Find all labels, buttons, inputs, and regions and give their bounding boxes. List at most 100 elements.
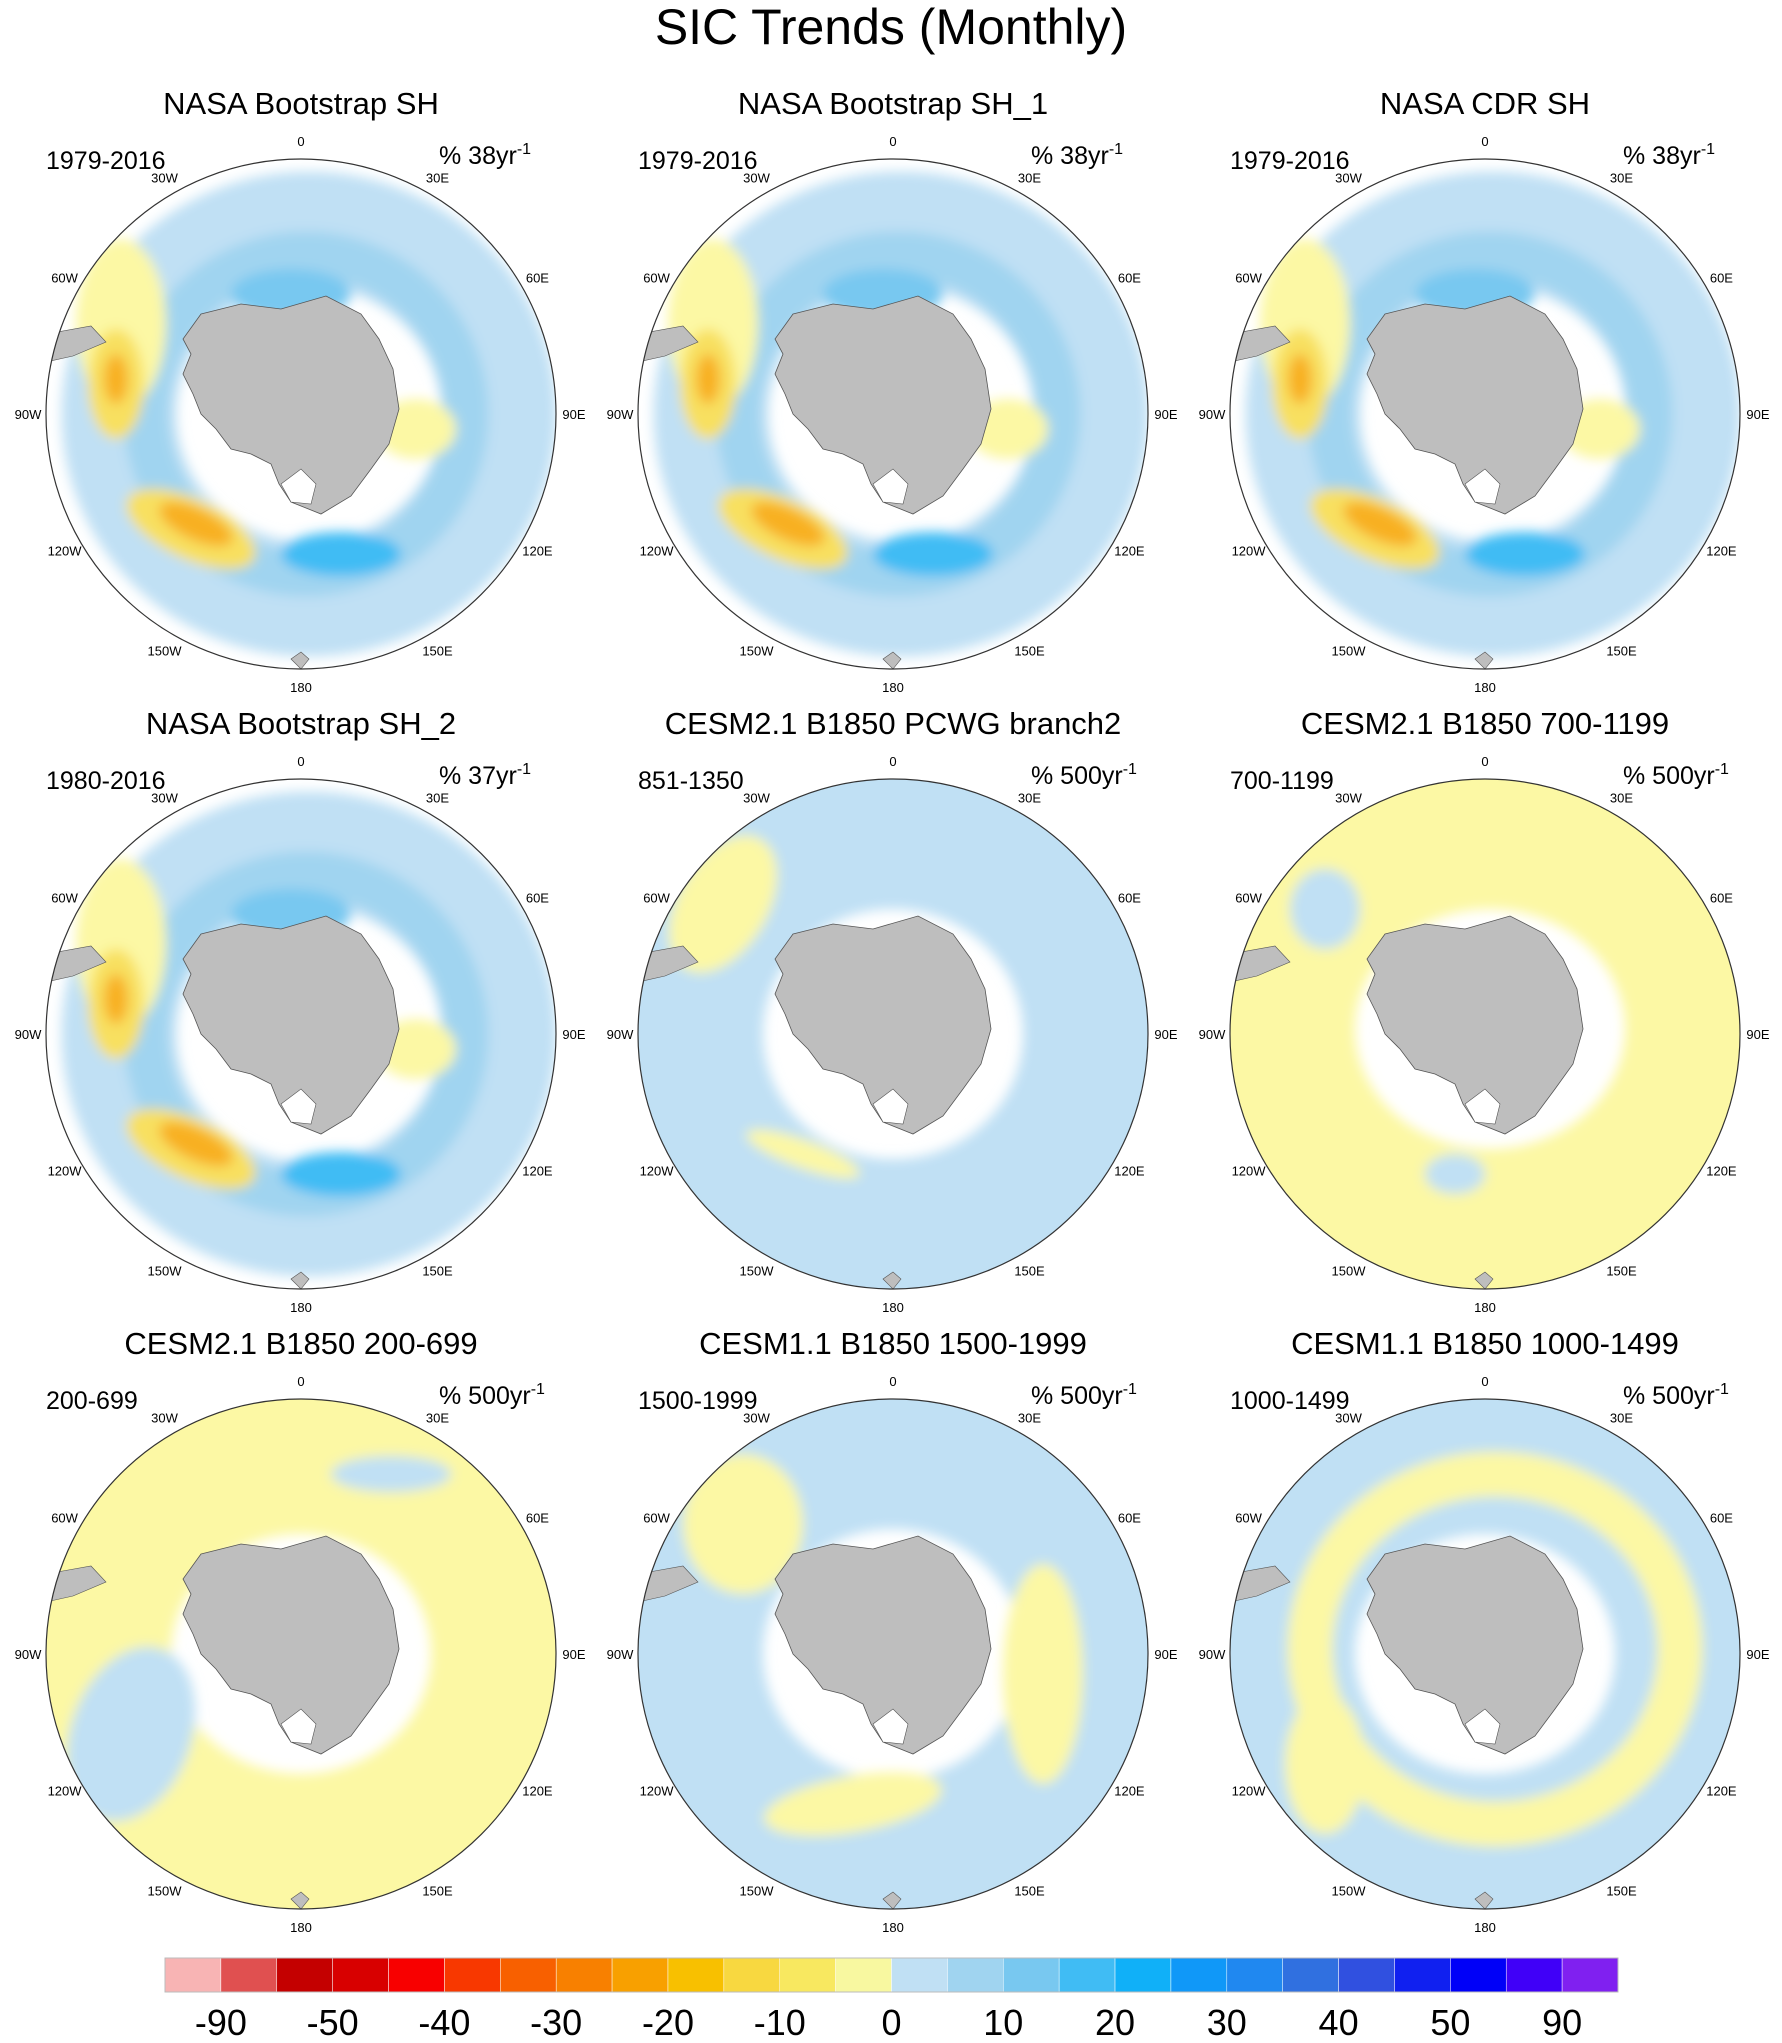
sic-trend-region: [159, 1121, 233, 1167]
sic-trend-region: [104, 974, 128, 1024]
longitude-label: 180: [1474, 680, 1496, 695]
panel-years: 1979-2016: [46, 147, 166, 175]
panel-units: % 38yr-1: [1623, 141, 1715, 170]
longitude-label: 90W: [15, 407, 42, 422]
longitude-label: 90W: [607, 1027, 634, 1042]
map-boundary: [1229, 778, 1741, 1290]
longitude-label: 90W: [607, 1647, 634, 1662]
colorbar-swatch: [164, 1957, 222, 1993]
longitude-label: 120E: [1706, 544, 1737, 559]
new-zealand-landmass: [882, 651, 902, 669]
colorbar-swatch: [611, 1957, 669, 1993]
panel-years: 1979-2016: [1230, 147, 1350, 175]
sic-trend-region: [123, 851, 489, 1217]
longitude-label: 150E: [422, 643, 453, 658]
panel-units: % 37yr-1: [439, 761, 531, 790]
antarctica-landmass: [1366, 1535, 1584, 1755]
sic-trend-region: [638, 1399, 1148, 1909]
south-america-landmass: [638, 325, 699, 363]
colorbar-swatch: [667, 1957, 725, 1993]
longitude-label: 30E: [1610, 791, 1633, 806]
panel-units: % 500yr-1: [1623, 1381, 1729, 1410]
longitude-label: 90W: [1199, 1027, 1226, 1042]
longitude-label: 60W: [51, 271, 78, 286]
longitude-label: 60E: [526, 271, 549, 286]
panel-years: 700-1199: [1230, 767, 1334, 795]
sic-trend-region: [159, 501, 233, 547]
sic-trend-region: [1288, 354, 1312, 404]
colorbar-swatch: [555, 1957, 613, 1993]
panel-units: % 500yr-1: [1031, 1381, 1137, 1410]
map-panel: NASA Bootstrap SH_2 1980-2016 % 37yr-1 0 30E…: [15, 706, 586, 1315]
longitude-label: 60W: [643, 271, 670, 286]
longitude-label: 90E: [1154, 1027, 1177, 1042]
antarctica-landmass: [774, 915, 992, 1135]
panel-title: CESM2.1 B1850 200-699: [124, 1326, 477, 1361]
longitude-label: 90E: [562, 1647, 585, 1662]
longitude-label: 60W: [1235, 271, 1262, 286]
sic-trend-region: [46, 1399, 556, 1909]
map-boundary: [45, 158, 557, 670]
colorbar-swatch: [1003, 1957, 1060, 1993]
colorbar-swatch: [388, 1957, 445, 1993]
longitude-label: 180: [290, 1300, 312, 1315]
colorbar-label: -30: [530, 2002, 582, 2043]
longitude-label: 30E: [426, 791, 449, 806]
longitude-label: 60W: [51, 1511, 78, 1526]
panel-units: % 38yr-1: [1031, 141, 1123, 170]
colorbar-swatch: [444, 1957, 501, 1993]
longitude-label: 60W: [1235, 891, 1262, 906]
colorbar: -90 -50 -40 -30 -20 -10 0 10 20 30 40 50 90: [164, 1957, 1619, 2043]
sic-trend-region: [746, 1129, 860, 1179]
longitude-label: 90W: [15, 1647, 42, 1662]
south-america-landmass: [46, 1565, 107, 1603]
longitude-label: 0: [297, 134, 304, 149]
longitude-label: 150W: [740, 1883, 775, 1898]
panel-title: NASA CDR SH: [1380, 86, 1590, 121]
ross-ice-shelf: [1464, 1088, 1501, 1125]
south-america-landmass: [46, 325, 107, 363]
new-zealand-landmass: [290, 1271, 310, 1289]
colorbar-label: -40: [418, 2002, 470, 2043]
longitude-label: 150W: [740, 1263, 775, 1278]
panel-title: CESM2.1 B1850 700-1199: [1301, 706, 1669, 741]
sic-trend-region: [1307, 231, 1673, 597]
longitude-label: 60W: [1235, 1511, 1262, 1526]
longitude-label: 30W: [151, 791, 178, 806]
colorbar-swatch: [1170, 1957, 1228, 1993]
new-zealand-landmass: [1474, 651, 1494, 669]
longitude-label: 30W: [151, 1411, 178, 1426]
map-boundary: [45, 778, 557, 1290]
panel-title: NASA Bootstrap SH_1: [738, 86, 1048, 121]
longitude-label: 60W: [51, 891, 78, 906]
colorbar-swatch: [220, 1957, 278, 1993]
longitude-label: 90E: [1746, 1647, 1769, 1662]
south-america-landmass: [1230, 945, 1291, 983]
longitude-label: 120E: [522, 1784, 553, 1799]
map-panel: CESM2.1 B1850 PCWG branch2 851-1350 % 500y…: [607, 706, 1178, 1315]
ross-ice-shelf: [1464, 468, 1501, 505]
colorbar-label: 40: [1319, 2002, 1359, 2043]
sic-trend-region: [1465, 532, 1585, 576]
longitude-label: 0: [889, 134, 896, 149]
sic-trend-region: [1230, 1399, 1740, 1909]
longitude-label: 0: [297, 754, 304, 769]
new-zealand-landmass: [1474, 1891, 1494, 1909]
sic-trend-region: [764, 1772, 942, 1836]
longitude-label: 30E: [1610, 171, 1633, 186]
longitude-label: 60E: [1118, 891, 1141, 906]
sic-trend-region: [683, 1454, 803, 1594]
colorbar-label: 10: [983, 2002, 1023, 2043]
colorbar-swatch: [1226, 1957, 1283, 1993]
longitude-label: 0: [1481, 1374, 1488, 1389]
panel-years: 851-1350: [638, 767, 744, 795]
colorbar-label: -20: [642, 2002, 694, 2043]
new-zealand-landmass: [882, 1271, 902, 1289]
longitude-label: 180: [882, 1920, 904, 1935]
ross-ice-shelf: [872, 1088, 909, 1125]
panel-title: NASA Bootstrap SH: [163, 86, 439, 121]
ross-ice-shelf: [280, 468, 317, 505]
ross-ice-shelf: [872, 1708, 909, 1745]
colorbar-swatch: [779, 1957, 836, 1993]
